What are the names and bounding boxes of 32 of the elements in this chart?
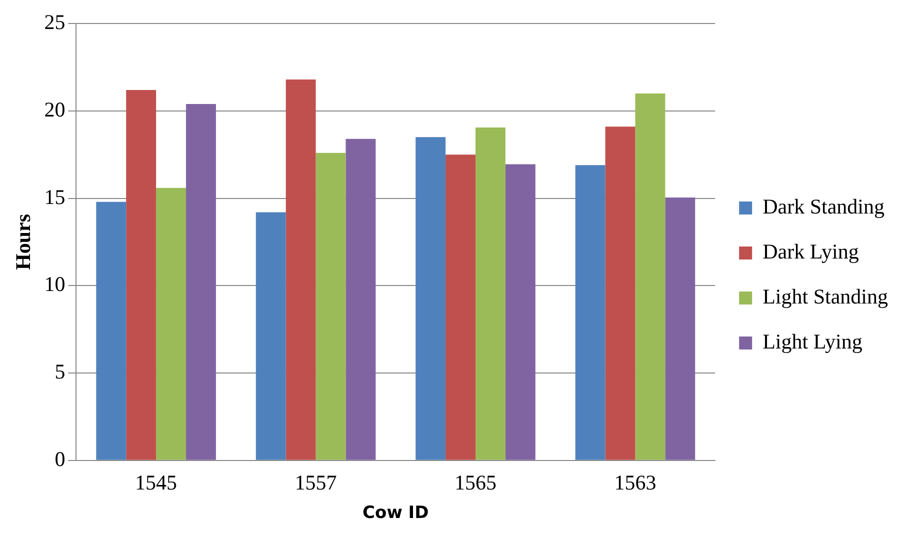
x-tick-label: 1563 [614, 470, 656, 495]
y-tick-label: 20 [44, 97, 66, 122]
bar [96, 202, 126, 460]
legend-label: Light Standing [762, 284, 888, 309]
bar [156, 188, 186, 460]
bar [575, 165, 606, 460]
legend-label: Dark Lying [762, 240, 860, 264]
x-tick-label: 1565 [454, 470, 497, 495]
bar [505, 164, 536, 460]
bar [476, 128, 506, 460]
bar [605, 126, 636, 460]
bar [346, 138, 376, 460]
bar [416, 137, 446, 460]
y-tick-label: 0 [54, 446, 66, 471]
bar [286, 80, 316, 460]
bar [126, 90, 156, 460]
bar [316, 152, 346, 460]
x-tick-label: 1545 [135, 470, 178, 495]
y-axis-title: Hours [11, 214, 36, 270]
bar [665, 197, 696, 460]
y-tick-label: 10 [44, 272, 66, 296]
bar [186, 104, 216, 460]
y-tick-label: 15 [44, 184, 66, 209]
y-tick-label: 5 [54, 360, 66, 384]
x-axis-title: Cow ID [362, 503, 429, 524]
legend-label: Light Lying [762, 330, 863, 354]
bar [635, 93, 666, 460]
legend-label: Dark Standing [762, 194, 885, 219]
bar [446, 154, 476, 460]
bar [256, 212, 286, 460]
y-tick-label: 25 [44, 10, 66, 34]
x-tick-label: 1557 [294, 470, 337, 495]
